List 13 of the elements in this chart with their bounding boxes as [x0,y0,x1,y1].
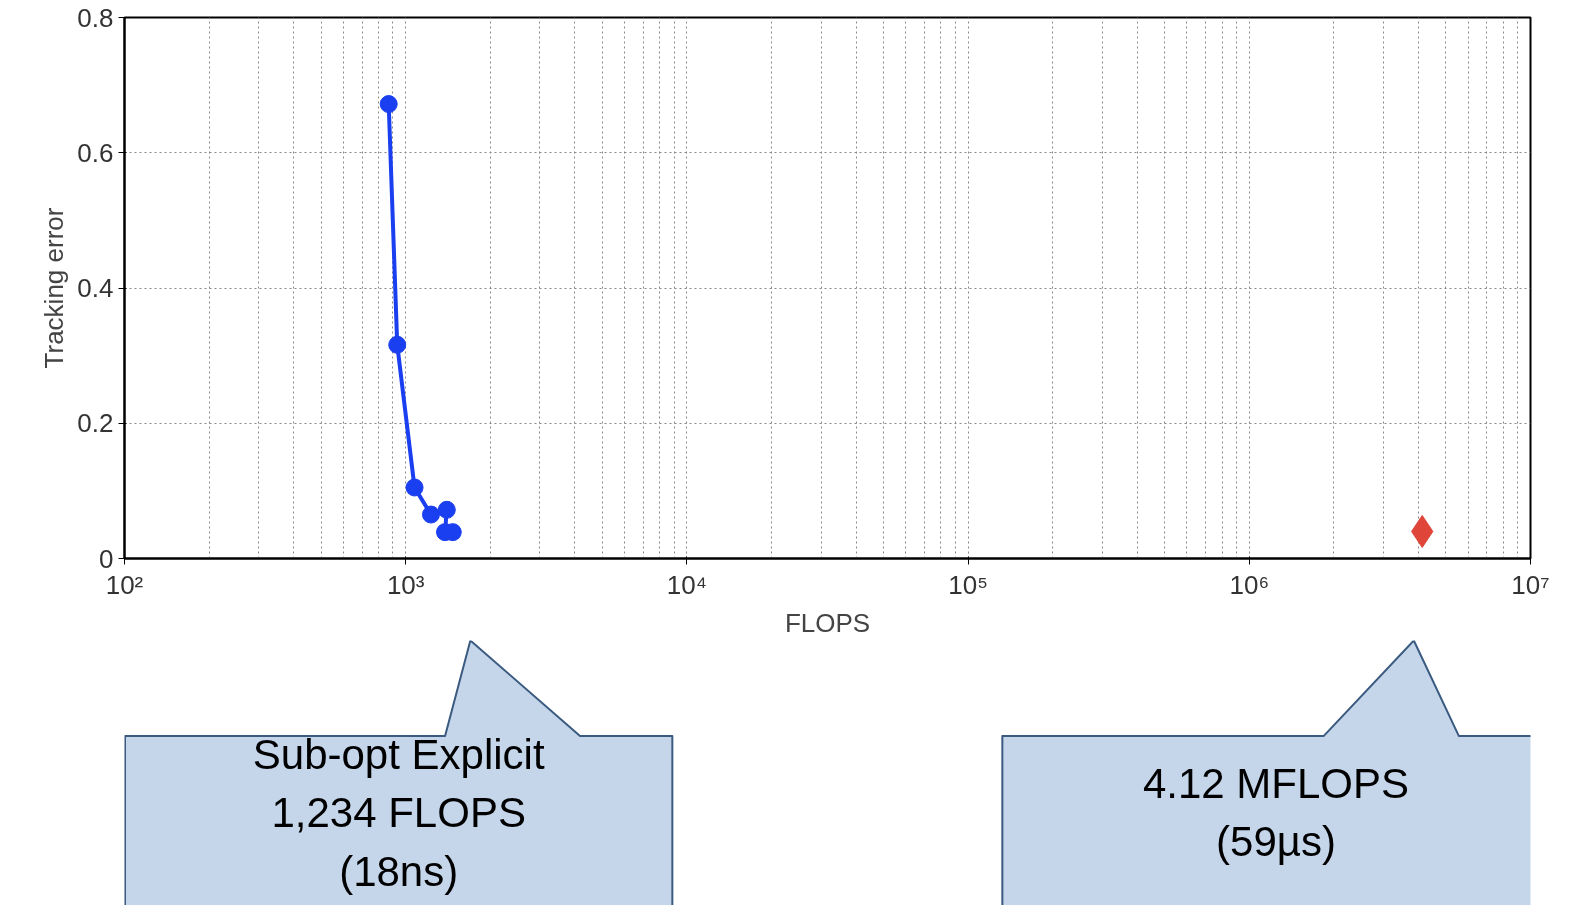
x-tick-label: 10⁷ [1511,569,1550,600]
y-tick-label: 0.6 [77,137,114,168]
x-tick-label: 10³ [386,569,425,600]
y-axis-title: Tracking error [39,207,70,369]
x-axis-title: FLOPS [784,607,871,638]
y-tick-label: 0.4 [77,273,114,303]
text: 4.12 MFLOPS (59µs) [1142,760,1410,866]
x-tick-label: 10⁴ [666,569,707,600]
text: Sub-opt Explicit 1,234 FLOPS (18ns) [252,730,545,895]
x-tick-label: 10⁵ [948,569,988,600]
y-tick-label: 0.2 [77,408,114,439]
y-tick-label: 0.8 [77,2,114,33]
x-tick-label: 10⁶ [1229,569,1270,600]
